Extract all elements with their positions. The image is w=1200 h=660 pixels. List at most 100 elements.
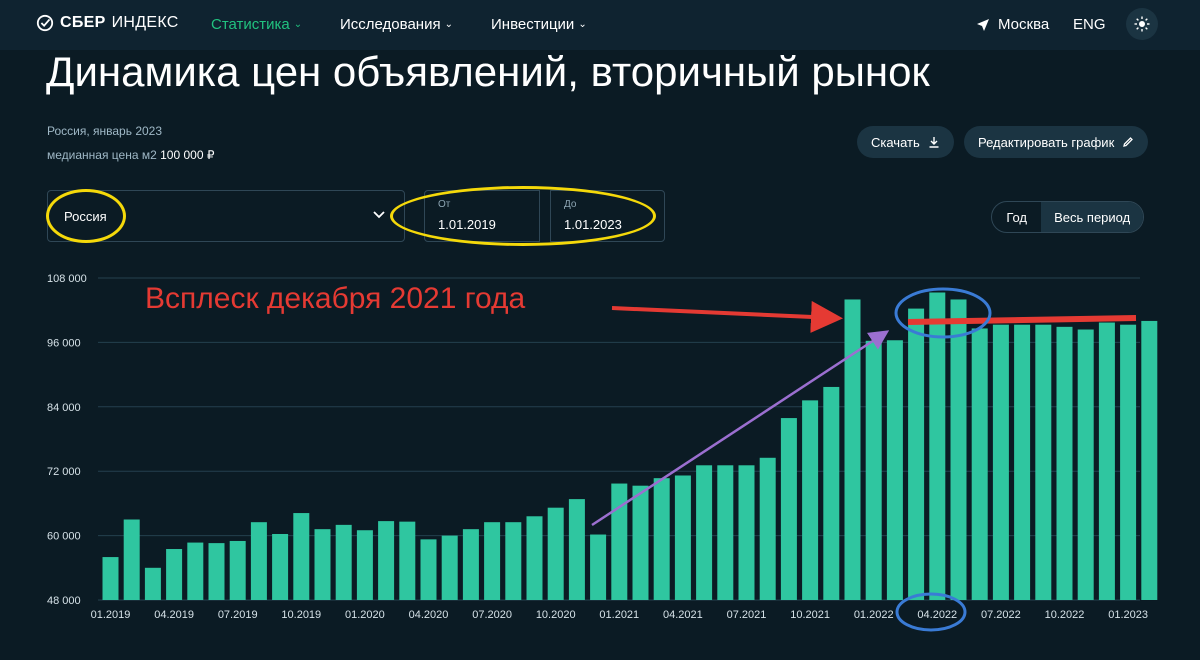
annotation-text: Всплеск декабря 2021 года bbox=[145, 282, 526, 315]
chart-bar bbox=[696, 465, 713, 600]
nav-item-label: Статистика bbox=[211, 16, 290, 33]
chart-bar bbox=[526, 516, 543, 600]
chart-bar bbox=[484, 522, 501, 600]
y-tick-label: 60 000 bbox=[47, 531, 81, 543]
download-label: Скачать bbox=[871, 134, 920, 150]
x-tick-label: 04.2020 bbox=[409, 609, 449, 621]
highlight-ellipse-peak bbox=[894, 287, 992, 339]
chart-bar bbox=[611, 483, 628, 600]
theme-toggle-button[interactable] bbox=[1126, 8, 1158, 40]
date-from-label: От bbox=[438, 199, 451, 210]
chart-bar bbox=[1035, 324, 1052, 600]
chevron-down-icon bbox=[373, 211, 385, 219]
chart-bar bbox=[293, 513, 310, 600]
x-tick-label: 10.2019 bbox=[281, 609, 321, 621]
region-select[interactable]: Россия bbox=[47, 190, 405, 242]
date-to-value: 1.01.2023 bbox=[564, 217, 622, 232]
x-tick-label: 01.2021 bbox=[599, 609, 639, 621]
x-tick-label: 10.2021 bbox=[790, 609, 830, 621]
annotation-red-arrow bbox=[611, 300, 843, 333]
logo-product: ИНДЕКС bbox=[111, 14, 179, 31]
chart-bar bbox=[950, 299, 967, 600]
chart-bar bbox=[1056, 326, 1073, 600]
x-tick-label: 07.2021 bbox=[727, 609, 767, 621]
download-icon bbox=[929, 137, 939, 148]
chart-bar bbox=[399, 521, 416, 600]
language-switch[interactable]: ENG bbox=[1073, 16, 1106, 33]
period-year-option[interactable]: Год bbox=[1006, 209, 1028, 225]
x-tick-label: 01.2022 bbox=[854, 609, 894, 621]
chart-bar bbox=[653, 478, 670, 600]
chart-bar bbox=[823, 386, 840, 600]
chart-bar bbox=[505, 522, 522, 600]
chart-bar bbox=[780, 418, 797, 600]
period-switch: Год Весь период bbox=[991, 201, 1144, 233]
location-arrow-icon bbox=[977, 18, 989, 31]
chart-bar bbox=[674, 475, 691, 600]
page-title: Динамика цен объявлений, вторичный рынок bbox=[46, 48, 930, 95]
nav-item-investments[interactable]: Инвестиции ⌄ bbox=[491, 16, 587, 33]
x-tick-label: 07.2020 bbox=[472, 609, 512, 621]
chart-bar bbox=[229, 540, 246, 600]
x-tick-label: 07.2022 bbox=[981, 609, 1021, 621]
chart-bar bbox=[420, 539, 437, 600]
highlight-ellipse-axis-label bbox=[895, 592, 967, 632]
city-selector[interactable]: Москва bbox=[976, 16, 1049, 33]
chart-bar bbox=[102, 557, 119, 600]
chart-bar bbox=[992, 324, 1009, 600]
edit-chart-button[interactable]: Редактировать график bbox=[964, 126, 1149, 158]
annotation-purple-arrow bbox=[591, 330, 890, 527]
nav-item-research[interactable]: Исследования ⌄ bbox=[340, 16, 453, 33]
region-date-subtitle: Россия, январь 2023 bbox=[47, 124, 163, 138]
sber-logo-icon bbox=[36, 14, 54, 32]
top-nav: СБЕР ИНДЕКС Статистика ⌄ Исследования ⌄ … bbox=[0, 0, 1200, 50]
chart-bar bbox=[1141, 320, 1158, 600]
region-select-value: Россия bbox=[64, 209, 107, 224]
download-button[interactable]: Скачать bbox=[857, 126, 954, 158]
x-tick-label: 01.2023 bbox=[1108, 609, 1148, 621]
annotation-red-plateau-line bbox=[907, 315, 1137, 325]
x-tick-label: 10.2022 bbox=[1045, 609, 1085, 621]
chevron-down-icon: ⌄ bbox=[293, 19, 303, 30]
chart-bar bbox=[166, 549, 183, 600]
date-to-label: До bbox=[564, 199, 577, 210]
x-tick-label: 10.2020 bbox=[536, 609, 576, 621]
y-tick-label: 108 000 bbox=[47, 273, 87, 285]
y-tick-label: 96 000 bbox=[47, 337, 81, 349]
logo-brand: СБЕР bbox=[60, 14, 106, 31]
chart-bar bbox=[865, 340, 882, 600]
chart-bar bbox=[547, 507, 564, 600]
x-tick-label: 04.2019 bbox=[154, 609, 194, 621]
nav-item-statistics[interactable]: Статистика ⌄ bbox=[211, 16, 302, 33]
x-tick-label: 01.2020 bbox=[345, 609, 385, 621]
price-bar-chart: 108 000 96 000 84 000 72 000 60 000 48 000 01… bbox=[47, 273, 1158, 632]
x-tick-label: 07.2019 bbox=[218, 609, 258, 621]
chart-bar bbox=[908, 308, 925, 600]
date-to-field[interactable]: До 1.01.2023 bbox=[550, 190, 665, 242]
chart-bar bbox=[187, 542, 204, 600]
chevron-down-icon: ⌄ bbox=[444, 19, 453, 30]
logo[interactable]: СБЕР ИНДЕКС bbox=[36, 14, 179, 32]
chart-bar bbox=[335, 524, 352, 600]
date-from-value: 1.01.2019 bbox=[438, 217, 496, 232]
median-label: медианная цена м2 bbox=[47, 148, 157, 162]
chart-bar bbox=[802, 400, 819, 600]
pencil-icon bbox=[1123, 137, 1134, 147]
chart-bar bbox=[568, 499, 585, 600]
x-tick-label: 01.2019 bbox=[91, 609, 131, 621]
chart-bar bbox=[738, 465, 755, 600]
edit-label: Редактировать график bbox=[978, 134, 1115, 150]
chart-bar bbox=[144, 567, 161, 600]
chart-bar bbox=[250, 522, 267, 600]
x-tick-label: 04.2022 bbox=[917, 609, 957, 621]
y-tick-label: 72 000 bbox=[47, 466, 81, 478]
city-label: Москва bbox=[998, 16, 1050, 33]
date-from-field[interactable]: От 1.01.2019 bbox=[424, 190, 540, 242]
y-tick-label: 84 000 bbox=[47, 402, 81, 414]
chevron-down-icon: ⌄ bbox=[578, 19, 587, 30]
chart-bar bbox=[123, 519, 140, 600]
sun-icon bbox=[1134, 16, 1150, 32]
period-all-option[interactable]: Весь период bbox=[1041, 202, 1143, 232]
median-price-line: медианная цена м2 100 000 ₽ bbox=[47, 148, 214, 162]
chart-bar bbox=[272, 533, 289, 600]
